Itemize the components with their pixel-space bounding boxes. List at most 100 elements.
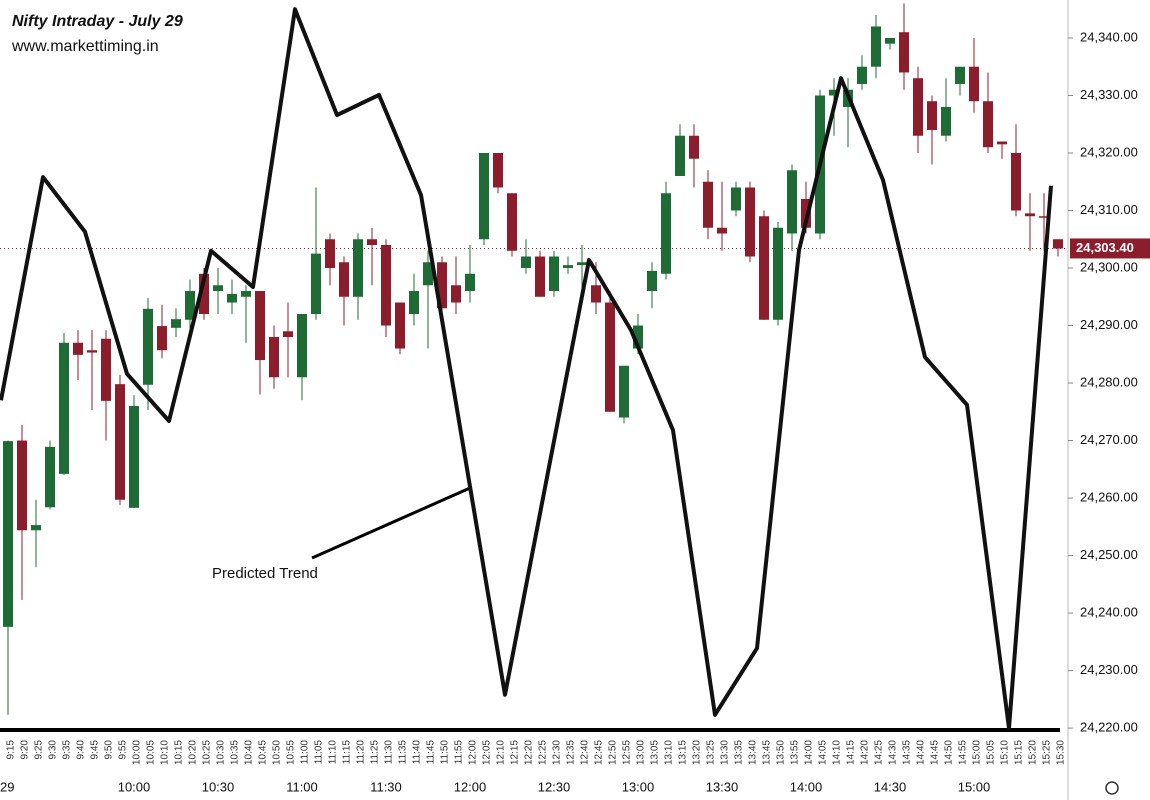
x-tick-label: 11:00 bbox=[300, 740, 311, 765]
x-tick-label: 13:15 bbox=[678, 740, 689, 765]
candle-body bbox=[1039, 216, 1049, 218]
x-major-label: 13:00 bbox=[622, 779, 655, 794]
x-major-label: 14:00 bbox=[790, 779, 823, 794]
candle-body bbox=[871, 26, 881, 67]
x-tick-label: 11:55 bbox=[454, 740, 465, 765]
x-tick-label: 14:15 bbox=[846, 740, 857, 765]
x-tick-label: 9:20 bbox=[20, 740, 31, 760]
x-major-label: 14:30 bbox=[874, 779, 907, 794]
x-tick-label: 10:55 bbox=[286, 740, 297, 765]
candle-body bbox=[171, 319, 181, 328]
x-tick-label: 12:25 bbox=[538, 740, 549, 765]
candle-body bbox=[73, 342, 83, 355]
x-tick-label: 14:40 bbox=[916, 740, 927, 765]
candle-body bbox=[143, 308, 153, 385]
x-tick-label: 11:50 bbox=[440, 740, 451, 765]
x-tick-label: 11:10 bbox=[328, 740, 339, 765]
x-tick-label: 9:50 bbox=[104, 740, 115, 760]
candle-body bbox=[353, 239, 363, 297]
candle-body bbox=[59, 342, 69, 474]
x-tick-label: 13:35 bbox=[734, 740, 745, 765]
candle-body bbox=[87, 350, 97, 353]
x-tick-label: 13:00 bbox=[636, 740, 647, 765]
annotation: Predicted Trend bbox=[212, 565, 318, 582]
candle-body bbox=[563, 265, 573, 269]
x-tick-label: 10:45 bbox=[258, 740, 269, 765]
candle-body bbox=[325, 239, 335, 269]
candle-body bbox=[157, 326, 167, 351]
x-tick-label: 10:50 bbox=[272, 740, 283, 765]
x-tick-label: 13:10 bbox=[664, 740, 675, 765]
x-major-label: 11:30 bbox=[370, 779, 402, 794]
candle-body bbox=[17, 440, 27, 531]
candle-body bbox=[409, 291, 419, 315]
candle-body bbox=[773, 227, 783, 320]
candle-body bbox=[255, 291, 265, 361]
y-tick-label: 24,250.00 bbox=[1080, 547, 1138, 562]
y-tick-label: 24,320.00 bbox=[1080, 144, 1138, 159]
x-tick-label: 11:20 bbox=[356, 740, 367, 765]
x-tick-label: 14:25 bbox=[874, 740, 885, 765]
y-tick-label: 24,220.00 bbox=[1080, 720, 1138, 735]
x-tick-label: 13:20 bbox=[692, 740, 703, 765]
x-tick-label: 15:05 bbox=[986, 740, 997, 765]
candle-body bbox=[493, 152, 503, 188]
candle-body bbox=[45, 446, 55, 508]
x-tick-label: 11:35 bbox=[398, 740, 409, 765]
candle-body bbox=[885, 37, 895, 44]
candle-body bbox=[787, 170, 797, 234]
x-tick-label: 11:25 bbox=[370, 740, 381, 765]
x-tick-label: 9:45 bbox=[90, 740, 101, 760]
candle-body bbox=[269, 337, 279, 378]
x-major-label: 10:00 bbox=[118, 779, 151, 794]
candle-body bbox=[115, 384, 125, 500]
x-tick-label: 12:05 bbox=[482, 740, 493, 765]
x-major-label: 12:30 bbox=[538, 779, 571, 794]
candle-body bbox=[647, 270, 657, 292]
x-tick-label: 12:10 bbox=[496, 740, 507, 765]
x-tick-label: 10:15 bbox=[174, 740, 185, 765]
x-tick-label: 9:15 bbox=[6, 740, 17, 760]
x-tick-label: 9:30 bbox=[48, 740, 59, 760]
x-tick-label: 10:20 bbox=[188, 740, 199, 765]
x-tick-label: 12:40 bbox=[580, 740, 591, 765]
x-major-label: 13:30 bbox=[706, 779, 739, 794]
candle-body bbox=[927, 101, 937, 130]
x-tick-label: 14:35 bbox=[902, 740, 913, 765]
x-tick-label: 13:30 bbox=[720, 740, 731, 765]
candle-body bbox=[829, 89, 839, 96]
x-tick-label: 11:05 bbox=[314, 740, 325, 765]
x-tick-label: 10:40 bbox=[244, 740, 255, 765]
x-tick-label: 12:45 bbox=[594, 740, 605, 765]
candle-body bbox=[955, 66, 965, 84]
candle-body bbox=[535, 256, 545, 297]
candle-body bbox=[283, 331, 293, 338]
x-tick-label: 9:55 bbox=[118, 740, 129, 760]
x-tick-label: 12:55 bbox=[622, 740, 633, 765]
x-tick-label: 15:30 bbox=[1056, 740, 1067, 765]
candle-body bbox=[437, 262, 447, 309]
x-tick-label: 11:40 bbox=[412, 740, 423, 765]
candle-body bbox=[941, 106, 951, 136]
settings-icon[interactable] bbox=[1105, 781, 1119, 795]
chart-title: Nifty Intraday - July 29 bbox=[12, 13, 183, 30]
candle-body bbox=[339, 262, 349, 297]
x-major-label: 11:00 bbox=[286, 779, 318, 794]
candle-body bbox=[983, 101, 993, 148]
candle-body bbox=[423, 262, 433, 286]
candle-body bbox=[619, 365, 629, 418]
candle-body bbox=[199, 273, 209, 315]
candle-body bbox=[101, 338, 111, 401]
x-tick-label: 11:45 bbox=[426, 740, 437, 765]
candle-body bbox=[745, 187, 755, 257]
x-tick-label: 10:00 bbox=[132, 740, 143, 765]
candle-body bbox=[451, 285, 461, 303]
y-tick-label: 24,260.00 bbox=[1080, 489, 1138, 504]
candle-body bbox=[675, 135, 685, 176]
y-tick-label: 24,300.00 bbox=[1080, 259, 1138, 274]
candle-body bbox=[731, 187, 741, 211]
x-tick-label: 10:30 bbox=[216, 740, 227, 765]
candle-body bbox=[3, 441, 13, 627]
x-tick-label: 10:10 bbox=[160, 740, 171, 765]
